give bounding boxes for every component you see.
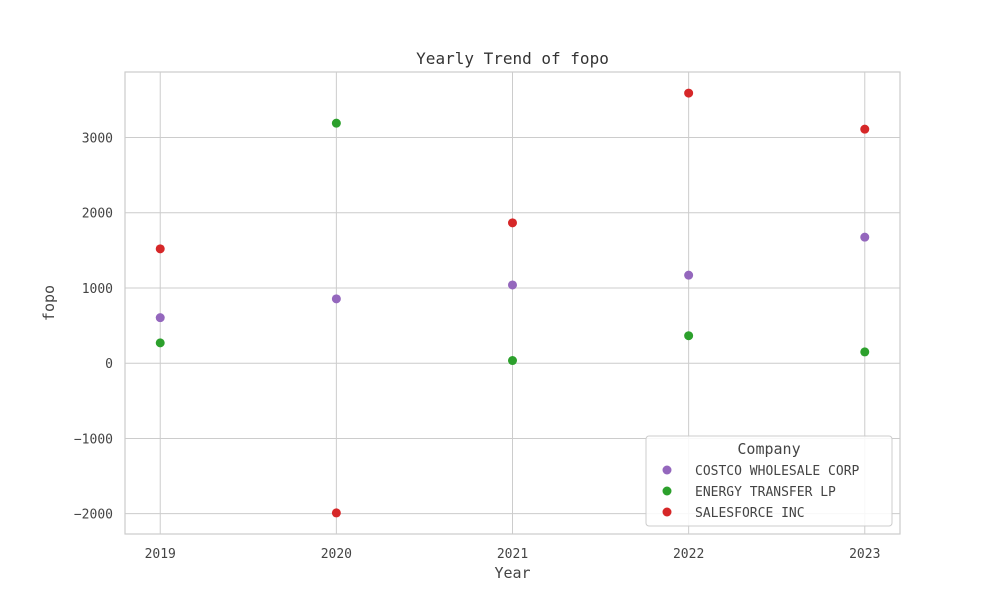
data-point — [508, 356, 517, 366]
legend-marker — [662, 507, 672, 517]
plot-frame — [124, 71, 901, 535]
legend-marker — [662, 486, 672, 496]
x-tick-label: 2019 — [145, 547, 176, 562]
data-point — [331, 508, 341, 518]
legend-label: SALESFORCE INC — [695, 506, 805, 521]
data-point — [508, 280, 517, 290]
legend-label: COSTCO WHOLESALE CORP — [695, 464, 860, 479]
data-point — [331, 294, 341, 304]
data-point — [860, 232, 870, 242]
x-tick-label: 2021 — [497, 547, 528, 562]
points-layer — [155, 88, 870, 518]
y-tick-label: −1000 — [74, 432, 113, 447]
x-axis-label: Year — [494, 564, 530, 582]
legend-title: Company — [737, 440, 800, 458]
data-point — [331, 118, 341, 128]
x-tick-label: 2023 — [849, 547, 880, 562]
data-point — [684, 331, 694, 341]
x-tick-label: 2022 — [673, 547, 704, 562]
data-point — [860, 124, 870, 134]
chart-title: Yearly Trend of fopo — [416, 49, 609, 68]
legend: Company COSTCO WHOLESALE CORP ENERGY TRAN… — [645, 435, 893, 527]
y-axis-label: fopo — [40, 285, 58, 321]
tick-layer: 2019 2020 2021 2022 2023 −2000 −1000 0 1000 2000 3… — [74, 131, 881, 562]
x-tick-label: 2020 — [321, 547, 352, 562]
data-point — [684, 88, 694, 98]
data-point — [155, 313, 165, 323]
data-point — [155, 244, 165, 254]
y-tick-label: 3000 — [82, 131, 113, 146]
data-point — [508, 218, 517, 228]
legend-box — [645, 435, 893, 527]
data-point — [684, 270, 694, 280]
data-point — [860, 347, 870, 357]
y-tick-label: 0 — [105, 357, 113, 372]
legend-items: COSTCO WHOLESALE CORP ENERGY TRANSFER LP S… — [662, 464, 860, 521]
legend-label: ENERGY TRANSFER LP — [695, 485, 836, 500]
y-tick-label: −2000 — [74, 508, 113, 523]
legend-marker — [662, 465, 672, 475]
data-point — [155, 338, 165, 348]
y-tick-label: 1000 — [82, 282, 113, 297]
y-tick-label: 2000 — [82, 207, 113, 222]
